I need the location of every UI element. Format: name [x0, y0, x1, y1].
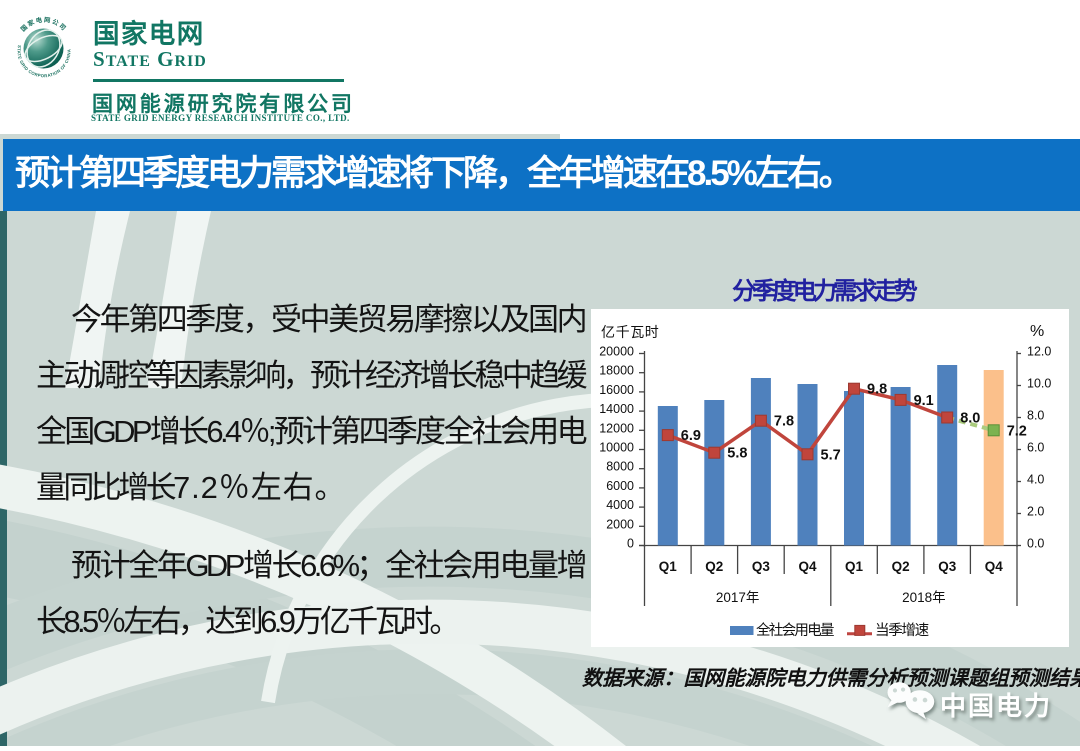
svg-text:0.0: 0.0 — [1027, 537, 1044, 551]
svg-text:%: % — [1030, 323, 1044, 340]
svg-text:0: 0 — [627, 537, 634, 551]
svg-text:12.0: 12.0 — [1027, 345, 1051, 359]
svg-text:9.8: 9.8 — [867, 382, 887, 398]
svg-text:20000: 20000 — [599, 345, 634, 359]
svg-text:Q2: Q2 — [705, 559, 723, 574]
svg-text:16000: 16000 — [599, 383, 634, 397]
svg-text:10000: 10000 — [599, 441, 634, 455]
svg-text:8.0: 8.0 — [960, 411, 980, 427]
svg-text:全社会用电量: 全社会用电量 — [756, 621, 834, 639]
svg-text:Q4: Q4 — [798, 559, 817, 574]
svg-text:12000: 12000 — [599, 421, 634, 435]
svg-text:6.9: 6.9 — [681, 428, 701, 444]
svg-text:4.0: 4.0 — [1027, 473, 1044, 487]
svg-text:2.0: 2.0 — [1027, 505, 1044, 519]
svg-text:2000: 2000 — [606, 517, 634, 531]
svg-text:Q3: Q3 — [938, 559, 957, 574]
svg-text:Q1: Q1 — [845, 559, 864, 574]
svg-text:5.8: 5.8 — [727, 446, 747, 462]
svg-text:7.8: 7.8 — [774, 414, 794, 430]
svg-text:Q3: Q3 — [752, 559, 771, 574]
svg-text:5.7: 5.7 — [821, 447, 841, 463]
svg-text:6000: 6000 — [606, 479, 634, 493]
svg-text:Q1: Q1 — [659, 559, 678, 574]
svg-text:Q2: Q2 — [892, 559, 910, 574]
svg-text:Q4: Q4 — [985, 559, 1004, 574]
svg-text:7.2: 7.2 — [1007, 423, 1027, 439]
svg-text:2018年: 2018年 — [902, 590, 946, 605]
svg-text:2017年: 2017年 — [716, 590, 760, 605]
svg-text:14000: 14000 — [599, 402, 634, 416]
svg-text:6.0: 6.0 — [1027, 441, 1044, 455]
svg-text:8000: 8000 — [606, 460, 634, 474]
svg-text:10.0: 10.0 — [1027, 377, 1051, 391]
svg-text:9.1: 9.1 — [914, 393, 934, 409]
svg-text:当季增速: 当季增速 — [875, 622, 929, 639]
svg-text:18000: 18000 — [599, 364, 634, 378]
svg-text:亿千瓦时: 亿千瓦时 — [601, 324, 659, 340]
svg-text:8.0: 8.0 — [1027, 409, 1044, 423]
svg-text:4000: 4000 — [606, 498, 634, 512]
